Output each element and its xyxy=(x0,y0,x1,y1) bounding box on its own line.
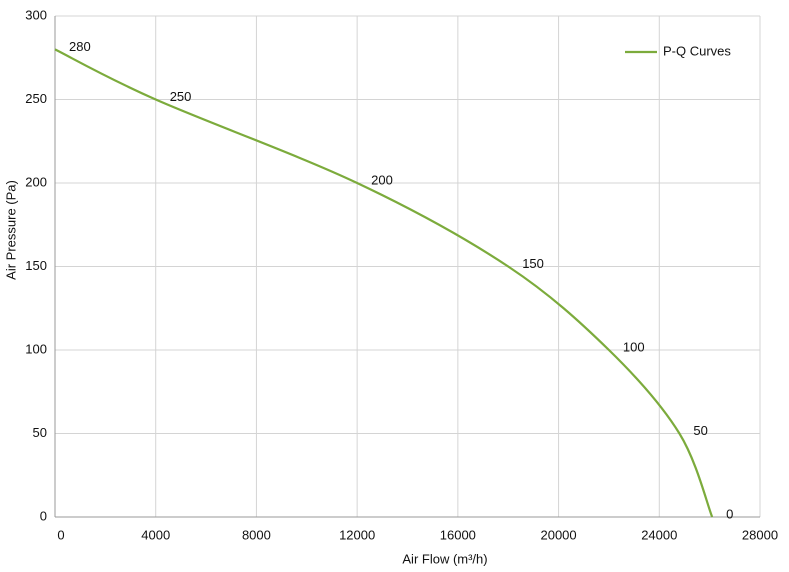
x-tick-label: 16000 xyxy=(440,527,476,542)
x-tick-label: 8000 xyxy=(242,527,271,542)
y-tick-label: 0 xyxy=(40,508,47,523)
point-label: 100 xyxy=(623,339,645,354)
legend-label: P-Q Curves xyxy=(663,43,731,58)
x-tick-label: 4000 xyxy=(141,527,170,542)
y-axis-label: Air Pressure (Pa) xyxy=(3,180,18,280)
y-tick-label: 50 xyxy=(33,425,47,440)
x-tick-label: 24000 xyxy=(641,527,677,542)
y-tick-label: 300 xyxy=(25,7,47,22)
x-tick-label: 28000 xyxy=(742,527,778,542)
y-tick-label: 100 xyxy=(25,341,47,356)
x-tick-label: 0 xyxy=(57,527,64,542)
x-tick-label: 20000 xyxy=(540,527,576,542)
pq-curve xyxy=(54,48,714,518)
y-tick-label: 200 xyxy=(25,174,47,189)
x-axis-label: Air Flow (m³/h) xyxy=(402,551,487,566)
point-label: 280 xyxy=(69,39,91,54)
y-tick-label: 150 xyxy=(25,258,47,273)
point-label: 0 xyxy=(726,506,733,521)
x-tick-label: 12000 xyxy=(339,527,375,542)
y-tick-label: 250 xyxy=(25,91,47,106)
point-label: 50 xyxy=(693,423,707,438)
point-label: 200 xyxy=(371,172,393,187)
point-label: 250 xyxy=(170,89,192,104)
point-label: 150 xyxy=(522,256,544,271)
